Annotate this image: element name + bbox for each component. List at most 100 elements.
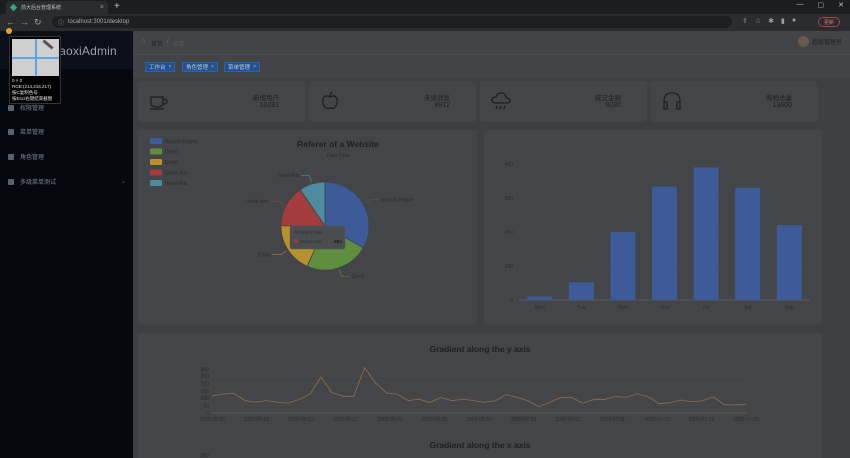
close-window-icon[interactable]: ✕ [838,2,844,9]
tag-roles[interactable]: 角色管理 × [182,62,218,72]
browser-toolbar: ← → ↻ ⓘ localhost:3001/desktop ⇪ ☆ ✱ ▮ ●… [0,14,850,31]
tag-label: 菜单管理 [228,65,251,71]
legend-swatch[interactable] [150,169,162,176]
sidebar-item-roles[interactable]: 角色管理 [8,152,126,161]
bar[interactable] [693,167,719,300]
y-tick-label: 400 [505,162,514,168]
pie-chart: Referer of a Website Fake Data Search Engi… [150,138,414,280]
home-icon[interactable]: ⌂ [141,38,146,45]
line-chart-card: Gradient along the y axis 0 50 100 150 200 250… [138,333,822,458]
address-bar[interactable]: ⓘ localhost:3001/desktop [52,16,732,28]
x-tick-label: 2000-06-13 [288,417,314,423]
close-icon[interactable]: × [253,64,256,70]
close-icon[interactable]: × [168,64,172,70]
x-tick-label: 2000-07-11 [600,417,625,423]
sidebar-item-permissions[interactable]: 权限管理 [8,103,126,112]
slice-label: Search Engine [381,197,414,203]
legend-label[interactable]: Direct [165,150,179,156]
sidebar-item-menus[interactable]: 菜单管理 [8,127,126,136]
breadcrumb-home[interactable]: 首页 [151,42,164,48]
forward-icon[interactable]: → [20,17,29,27]
lock-icon [8,104,14,111]
legend-label[interactable]: Search Engine [165,139,198,145]
bar[interactable] [776,225,802,300]
legend-label[interactable]: Union Ads [165,171,188,177]
x-tick-label: 2000-06-21 [377,417,403,423]
y-tick-label: 250 [201,374,210,380]
x-tick-label: Wed [618,305,628,311]
x-tick-label: Mon [535,305,545,311]
url-text[interactable]: localhost:3001/desktop [68,19,130,25]
x-tick-label: 2000-06-29 [466,417,492,423]
legend-swatch[interactable] [150,159,162,165]
bar-chart: 0 100 200 300 400 Mon Tue Wed Thu Fri Sat Sun [505,162,810,311]
y-tick-label: 300 [201,453,210,458]
y-tick-label: 50 [203,403,209,409]
legend-label[interactable]: Video Ads [165,181,188,187]
sidebar-icon[interactable]: ▮ [781,18,785,25]
browser-tab[interactable]: 前大后台管理系统 × [6,1,108,14]
y-tick-label: 150 [201,389,210,395]
sidebar-item-label: 角色管理 [20,155,45,161]
cursor-icon [6,28,12,34]
label-line [338,269,350,277]
reload-icon[interactable]: ↻ [34,17,42,27]
x-tick-label: Thu [660,305,669,311]
legend-swatch[interactable] [150,180,162,186]
bar[interactable] [610,232,636,300]
slice-label: Email [258,253,271,259]
update-button[interactable]: 更新 [818,17,840,27]
minimize-icon[interactable]: — [796,1,804,8]
tag-label: 角色管理 [186,65,209,71]
legend-swatch[interactable] [150,138,162,144]
share-icon[interactable]: ⇪ [742,18,748,25]
bar[interactable] [568,282,594,300]
bar[interactable] [735,187,761,300]
info-icon[interactable]: ⓘ [58,20,65,27]
user-menu[interactable]: 超级管理员 [797,36,842,47]
slice-label: Video Ads [277,173,300,179]
back-icon[interactable]: ← [6,17,15,27]
tag-workbench[interactable]: 工作台 × [145,62,176,72]
picker-size: 0 × 0 [12,78,23,83]
label-line [270,200,285,205]
y-tick-label: 300 [201,367,210,373]
profile-icon[interactable]: ● [791,17,797,24]
picker-hint-exit: 按Esc/右键结束截图 [12,96,53,101]
stat-value: 8912 [434,102,450,109]
bar[interactable] [527,296,553,300]
tooltip-name: Union Ads [300,239,322,245]
y-tick-label: 300 [505,196,514,202]
legend-swatch[interactable] [150,148,162,155]
pencil-icon [42,39,54,50]
apple-icon [322,91,338,110]
bar-chart-card: 0 100 200 300 400 Mon Tue Wed Thu Fri Sat Sun [484,130,822,325]
sidebar-item-multilevel[interactable]: 多级菜单测试 ⌄ [8,177,126,186]
pie-slice[interactable] [299,181,326,228]
headphones-icon [663,92,681,110]
legend-label[interactable]: Email [165,160,178,166]
x-tick-label: Fri [703,305,709,311]
bar[interactable] [652,186,677,300]
avatar[interactable] [797,36,809,47]
chevron-down-icon: ⌄ [120,179,126,185]
chart-title: Gradient along the x axis [429,440,530,450]
new-tab-button[interactable]: + [114,1,120,12]
username[interactable]: 超级管理员 [811,40,842,46]
x-tick-label: 2000-07-23 [733,417,759,423]
close-icon[interactable]: × [211,64,214,70]
tab-title: 前大后台管理系统 [21,5,62,11]
maximize-icon[interactable]: ▢ [817,2,825,9]
menu-icon [8,128,14,135]
tag-menus[interactable]: 菜单管理 × [224,62,260,72]
app-logo[interactable]: xiaoxiAdmin [50,44,117,58]
y-tick-label: 200 [201,381,210,387]
x-tick-label: 2000-06-25 [422,417,448,423]
layers-icon [8,178,14,185]
series-line[interactable] [211,366,747,408]
bookmark-star-icon[interactable]: ☆ [754,18,762,25]
main-content: ⌂ 首页 / 桌面 超级管理员 工作台 × 角色管理 × 菜单管理 × 新增用户 [133,31,850,458]
close-tab-icon[interactable]: × [99,4,104,11]
extensions-icon[interactable]: ✱ [768,18,775,25]
